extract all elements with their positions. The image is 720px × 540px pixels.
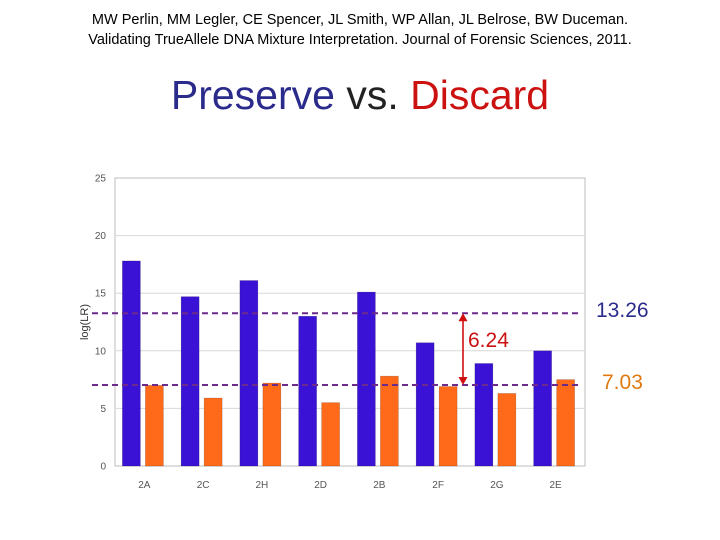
title-discard: Discard (410, 72, 550, 118)
y-tick-label: 15 (95, 289, 107, 300)
preserve-bar (357, 291, 376, 467)
discard-bar (145, 385, 164, 467)
x-tick-label: 2B (373, 480, 386, 491)
discard-bar (380, 375, 399, 467)
difference-arrow-head-top (458, 313, 468, 322)
citation: MW Perlin, MM Legler, CE Spencer, JL Smi… (0, 10, 720, 50)
y-tick-label: 25 (95, 174, 107, 185)
preserve-bar (239, 280, 259, 467)
x-tick-label: 2G (490, 480, 504, 491)
preserve-bar (415, 342, 435, 467)
reference-label-7-03: 7.03 (602, 371, 643, 394)
citation-reference: Validating TrueAllele DNA Mixture Interp… (88, 32, 632, 48)
discard-bar (556, 379, 575, 467)
x-tick-label: 2H (255, 480, 268, 491)
title-preserve: Preserve (170, 72, 335, 118)
discard-bar (262, 382, 282, 467)
preserve-bar (122, 260, 141, 467)
x-tick-label: 2A (138, 480, 151, 491)
discard-bar (497, 393, 517, 467)
difference-label: 6.24 (468, 329, 509, 352)
y-tick-label: 20 (95, 231, 107, 242)
x-tick-label: 2D (314, 480, 327, 491)
slide-title: Preserve vs. Discard (0, 70, 720, 120)
y-tick-label: 5 (100, 404, 106, 415)
x-tick-label: 2E (550, 480, 563, 491)
discard-bar (321, 402, 340, 467)
y-tick-label: 10 (95, 346, 107, 357)
discard-bar (203, 397, 223, 467)
difference-arrow-head-bottom (458, 377, 468, 386)
preserve-bar (180, 296, 200, 467)
preserve-bar (298, 315, 317, 467)
x-tick-label: 2C (197, 480, 210, 491)
preserve-bar (474, 363, 494, 467)
x-tick-label: 2F (432, 480, 444, 491)
y-tick-label: 0 (100, 462, 106, 473)
title-vs: vs. (334, 72, 411, 118)
preserve-bar (533, 350, 552, 467)
y-axis-label: log(LR) (79, 304, 91, 340)
discard-bar (438, 386, 458, 467)
citation-authors: MW Perlin, MM Legler, CE Spencer, JL Smi… (91, 12, 629, 28)
reference-label-13-26: 13.26 (596, 299, 649, 322)
